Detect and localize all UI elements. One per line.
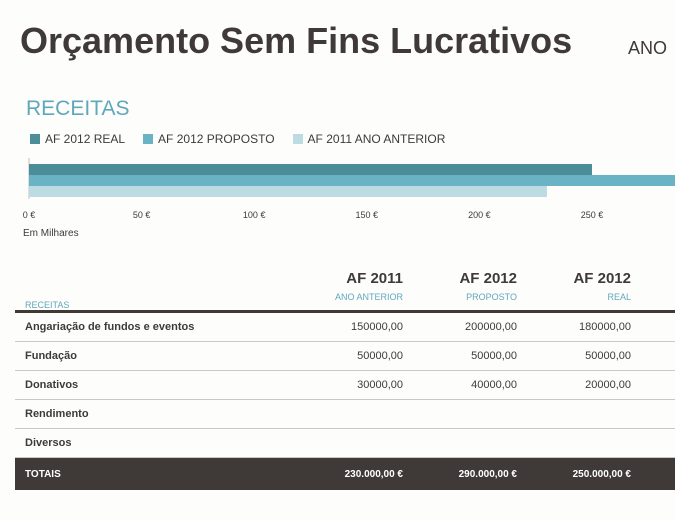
table-header-col-1: AF 2011 ANO ANTERIOR	[293, 262, 407, 313]
chart-tick-labels: 0 € 50 € 100 € 150 € 200 € 250 €	[23, 210, 604, 220]
year-label: ANO	[628, 38, 668, 58]
row-label: Diversos	[15, 428, 293, 458]
row-label: Fundação	[15, 341, 293, 371]
cell-value[interactable]: 30000,00	[293, 370, 407, 400]
cell-spacer	[635, 370, 675, 400]
totals-value: 230.000,00 €	[293, 457, 407, 490]
col-2-sub: PROPOSTO	[466, 292, 517, 302]
totals-value: 290.000,00 €	[407, 457, 521, 490]
bar-af-2011-ano-anterior	[29, 186, 547, 197]
chart-bars	[29, 164, 675, 197]
chart-legend: AF 2012 REAL AF 2012 PROPOSTO AF 2011 AN…	[30, 132, 445, 146]
cell-value[interactable]	[521, 428, 635, 458]
col-2-year: AF 2012	[459, 270, 517, 287]
cell-value[interactable]	[407, 428, 521, 458]
legend-item-proposto: AF 2012 PROPOSTO	[143, 132, 275, 146]
cell-value[interactable]: 200000,00	[407, 311, 521, 342]
totals-label: TOTAIS	[15, 457, 293, 490]
table-header-col-2: AF 2012 PROPOSTO	[407, 262, 521, 313]
legend-item-anterior: AF 2011 ANO ANTERIOR	[292, 132, 446, 146]
table-header-label: RECEITAS	[15, 262, 293, 313]
section-title: RECEITAS	[26, 97, 130, 120]
cell-value[interactable]: 150000,00	[293, 311, 407, 342]
cell-value[interactable]: 50000,00	[407, 341, 521, 371]
x-tick-label: 200 €	[468, 210, 491, 220]
x-tick-label: 50 €	[133, 210, 151, 220]
row-label: Angariação de fundos e eventos	[15, 311, 293, 342]
table-row[interactable]: Fundação 50000,00 50000,00 50000,00	[15, 341, 675, 371]
cell-value[interactable]: 20000,00	[521, 370, 635, 400]
cell-spacer	[635, 311, 675, 342]
legend-label-anterior: AF 2011 ANO ANTERIOR	[307, 132, 446, 146]
table-row[interactable]: Diversos	[15, 428, 675, 458]
x-tick-label: 100 €	[243, 210, 266, 220]
table-header-row: RECEITAS AF 2011 ANO ANTERIOR AF 2012 PR…	[15, 262, 675, 313]
revenue-bar-chart: 0 € 50 € 100 € 150 € 200 € 250 €	[23, 158, 675, 220]
cell-value[interactable]	[407, 399, 521, 429]
legend-label-proposto: AF 2012 PROPOSTO	[158, 132, 275, 146]
table-row[interactable]: Donativos 30000,00 40000,00 20000,00	[15, 370, 675, 400]
table-row[interactable]: Angariação de fundos e eventos 150000,00…	[15, 311, 675, 342]
legend-label-real: AF 2012 REAL	[45, 132, 126, 146]
totals-spacer	[635, 457, 675, 490]
totals-value: 250.000,00 €	[521, 457, 635, 490]
bar-af-2012-proposto	[29, 175, 675, 186]
col-3-year: AF 2012	[573, 270, 631, 287]
bar-af-2012-real	[29, 164, 592, 175]
cell-value[interactable]: 50000,00	[293, 341, 407, 371]
x-tick-label: 250 €	[581, 210, 604, 220]
cell-spacer	[635, 428, 675, 458]
legend-swatch-real	[30, 134, 40, 144]
chart-unit-caption: Em Milhares	[23, 228, 79, 239]
x-tick-label: 0 €	[23, 210, 36, 220]
col-1-sub: ANO ANTERIOR	[334, 292, 403, 302]
row-label: Rendimento	[15, 399, 293, 429]
row-label: Donativos	[15, 370, 293, 400]
legend-item-real: AF 2012 REAL	[30, 132, 125, 146]
table-header-spacer	[635, 262, 675, 313]
col-3-sub: REAL	[607, 292, 631, 302]
cell-value[interactable]	[293, 428, 407, 458]
cell-value[interactable]	[521, 399, 635, 429]
legend-swatch-anterior	[292, 134, 303, 144]
table-row[interactable]: Rendimento	[15, 399, 675, 429]
cell-value[interactable]: 50000,00	[521, 341, 635, 371]
x-tick-label: 150 €	[356, 210, 379, 220]
cell-spacer	[635, 399, 675, 429]
revenue-table: RECEITAS AF 2011 ANO ANTERIOR AF 2012 PR…	[15, 262, 675, 490]
cell-value[interactable]	[293, 399, 407, 429]
table-header-col-3: AF 2012 REAL	[521, 262, 635, 313]
cell-spacer	[635, 341, 675, 371]
page-title: Orçamento Sem Fins Lucrativos	[20, 20, 573, 61]
cell-value[interactable]: 40000,00	[407, 370, 521, 400]
legend-swatch-proposto	[143, 134, 154, 144]
col-1-year: AF 2011	[346, 270, 403, 287]
totals-row: TOTAIS 230.000,00 € 290.000,00 € 250.000…	[15, 457, 675, 490]
cell-value[interactable]: 180000,00	[521, 311, 635, 342]
